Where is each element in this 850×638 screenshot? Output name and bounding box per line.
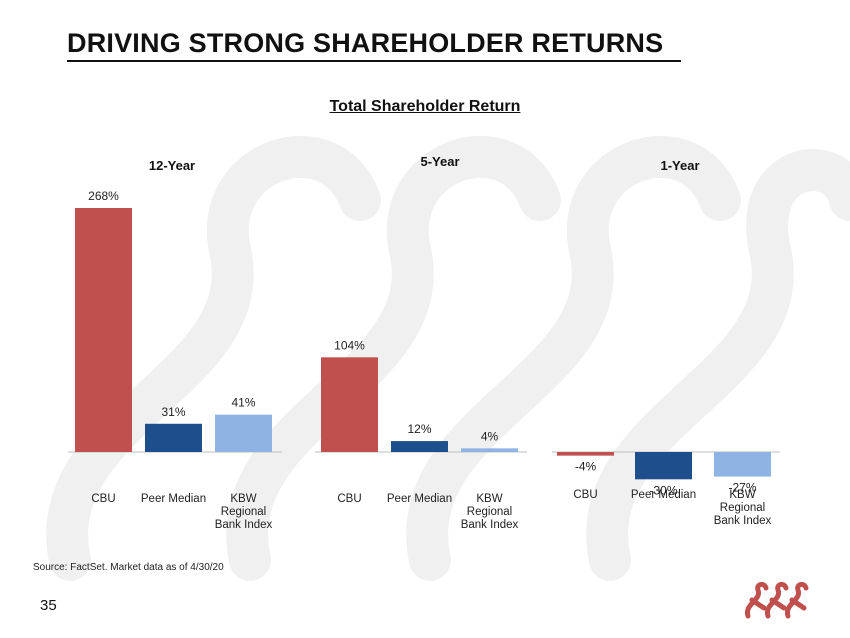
category-label-5-year-cbu: CBU (337, 493, 361, 505)
category-label-12-year-cbu: CBU (91, 493, 115, 505)
data-label-12-year-cbu: 268% (88, 189, 119, 203)
bar-12-year-peer-median (145, 423, 202, 452)
bar-12-year-kbw-regional-bank-index (215, 414, 272, 452)
data-label-1-year-cbu: -4% (575, 460, 597, 474)
category-label-12-year-peer-median: Peer Median (141, 493, 206, 505)
category-label-1-year-kbw-regional-bank-index: KBW Regional Bank Index (714, 489, 772, 527)
company-logo (744, 581, 809, 619)
data-label-5-year-cbu: 104% (334, 338, 365, 352)
group-title-5-year: 5-Year (420, 154, 460, 169)
category-label-12-year-kbw-regional-bank-index: KBW Regional Bank Index (215, 493, 273, 531)
page-title: DRIVING STRONG SHAREHOLDER RETURNS (67, 28, 664, 58)
title-underline (67, 60, 681, 62)
data-label-12-year-peer-median: 31% (161, 405, 185, 419)
bar-5-year-kbw-regional-bank-index (461, 448, 518, 452)
category-label-5-year-peer-median: Peer Median (387, 493, 452, 505)
group-title-1-year: 1-Year (660, 158, 700, 173)
data-label-12-year-kbw-regional-bank-index: 41% (231, 396, 255, 410)
group-title-12-year: 12-Year (148, 158, 196, 173)
bar-1-year-kbw-regional-bank-index (714, 452, 771, 477)
page-number: 35 (40, 597, 57, 614)
bar-12-year-cbu (75, 208, 132, 452)
data-label-1-year-kbw-regional-bank-index: -27% (728, 481, 756, 495)
data-label-5-year-peer-median: 12% (407, 422, 431, 436)
source-note: Source: FactSet. Market data as of 4/30/… (33, 562, 224, 573)
data-label-1-year-peer-median: -30% (649, 483, 677, 497)
chart-title: Total Shareholder Return (329, 98, 521, 115)
bar-5-year-peer-median (391, 441, 448, 452)
data-label-5-year-kbw-regional-bank-index: 4% (481, 429, 499, 443)
category-label-1-year-peer-median: Peer Median (631, 489, 696, 501)
category-label-5-year-kbw-regional-bank-index: KBW Regional Bank Index (461, 493, 519, 531)
bar-1-year-cbu (557, 452, 614, 456)
bar-1-year-peer-median (635, 452, 692, 480)
bar-5-year-cbu (321, 357, 378, 452)
category-label-1-year-cbu: CBU (573, 489, 597, 501)
